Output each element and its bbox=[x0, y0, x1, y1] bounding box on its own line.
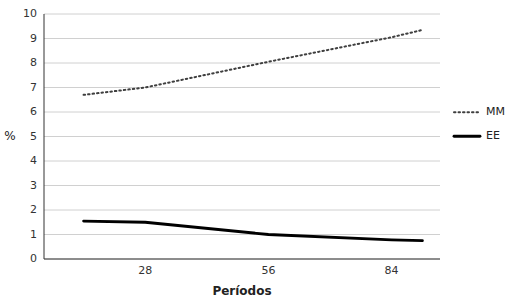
grid-line bbox=[44, 87, 440, 88]
grid-line bbox=[44, 136, 440, 137]
x-tick-label: 84 bbox=[385, 264, 399, 277]
grid-line bbox=[44, 112, 440, 113]
chart: 012345678910285684Períodos%MMEE bbox=[0, 0, 512, 305]
y-tick-label: 6 bbox=[30, 105, 37, 118]
y-tick-label: 10 bbox=[23, 7, 37, 20]
legend-swatch bbox=[454, 135, 480, 138]
grid-line bbox=[44, 14, 440, 15]
y-tick-label: 8 bbox=[30, 56, 37, 69]
y-tick-label: 2 bbox=[30, 203, 37, 216]
y-tick-label: 0 bbox=[30, 252, 37, 265]
background bbox=[0, 0, 512, 305]
legend-label: MM bbox=[486, 105, 505, 118]
grid-line bbox=[44, 185, 440, 186]
y-tick-label: 1 bbox=[30, 228, 37, 241]
grid-line bbox=[44, 161, 440, 162]
x-axis-label: Períodos bbox=[212, 284, 271, 298]
line-series bbox=[84, 30, 423, 95]
y-axis-label: % bbox=[4, 129, 15, 143]
grid-line bbox=[44, 234, 440, 235]
plot-area bbox=[84, 30, 423, 241]
legend: MM EE bbox=[454, 105, 505, 142]
line-series bbox=[84, 221, 423, 241]
y-tick-label: 4 bbox=[30, 154, 37, 167]
y-tick-label: 7 bbox=[30, 81, 37, 94]
grid-line bbox=[44, 259, 440, 260]
grid bbox=[44, 14, 440, 259]
axes: 012345678910285684 bbox=[23, 7, 440, 277]
x-tick-label: 28 bbox=[138, 264, 152, 277]
y-axis-line bbox=[44, 14, 45, 259]
y-tick-label: 3 bbox=[30, 179, 37, 192]
chart-container: 012345678910285684Períodos%MMEE bbox=[0, 0, 512, 305]
y-tick-label: 5 bbox=[30, 130, 37, 143]
grid-line bbox=[44, 63, 440, 64]
grid-line bbox=[44, 210, 440, 211]
legend-swatch bbox=[454, 111, 480, 113]
legend-label: EE bbox=[486, 129, 500, 142]
x-tick-label: 56 bbox=[261, 264, 275, 277]
y-tick-label: 9 bbox=[30, 32, 37, 45]
x-axis-line bbox=[44, 259, 440, 260]
